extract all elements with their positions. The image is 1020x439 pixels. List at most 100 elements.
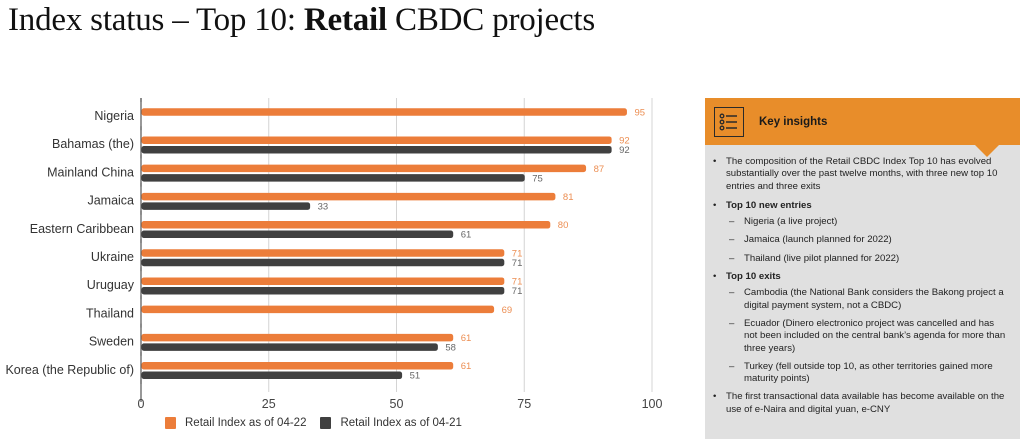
new-entry-item: – Nigeria (a live project): [726, 216, 1008, 228]
value-label-2021: 92: [619, 145, 630, 156]
category-label: Bahamas (the): [52, 137, 134, 151]
bar-2021[interactable]: [141, 343, 438, 351]
bar-2022[interactable]: [141, 221, 551, 229]
value-label-2021: 51: [410, 371, 421, 382]
chart-legend: Retail Index as of 04-22 Retail Index as…: [165, 417, 476, 429]
x-tick-label: 0: [138, 397, 145, 411]
dash-icon: –: [729, 252, 735, 264]
value-label-2022: 71: [512, 248, 523, 259]
legend-item-2021[interactable]: Retail Index as of 04-21: [320, 417, 462, 429]
insight-intro: • The composition of the Retail CBDC Ind…: [713, 156, 1008, 193]
value-label-2021: 61: [461, 230, 472, 241]
value-label-2022: 71: [512, 277, 523, 288]
dash-icon: –: [729, 216, 735, 228]
value-label-2022: 87: [594, 164, 605, 175]
legend-swatch-2021: [320, 417, 332, 429]
new-entry-item: – Thailand (live pilot planned for 2022): [726, 253, 1008, 265]
bar-chart: 0 25 50 75 100 Nigeria Bahamas (the) Mainland C…: [5, 98, 662, 411]
x-tick-label: 100: [642, 397, 663, 411]
exits-heading: • Top 10 exits: [713, 271, 1008, 283]
value-label-2022: 69: [502, 305, 513, 316]
value-label-2022: 95: [634, 107, 645, 118]
value-label-2022: 61: [461, 333, 472, 344]
new-entries-heading: • Top 10 new entries: [713, 200, 1008, 212]
value-label-2021: 71: [512, 258, 523, 269]
insight-closing: • The first transactional data available…: [713, 391, 1008, 416]
category-label: Jamaica: [87, 194, 134, 208]
bar-2022[interactable]: [141, 249, 505, 257]
dash-icon: –: [729, 234, 735, 246]
label-layer: 0 25 50 75 100 Nigeria Bahamas (the) Mainland C…: [5, 107, 662, 411]
value-label-2022: 80: [558, 220, 569, 231]
category-label: Ukraine: [91, 250, 134, 264]
bar-2021[interactable]: [141, 371, 403, 380]
legend-item-2022[interactable]: Retail Index as of 04-22: [165, 417, 306, 429]
x-tick-label: 75: [517, 397, 531, 411]
bar-2022[interactable]: [141, 136, 612, 144]
key-insights-title: Key insights: [759, 115, 828, 128]
bar-2021[interactable]: [141, 174, 525, 182]
new-entry-text: Nigeria (a live project): [744, 216, 838, 228]
legend-label-2021: Retail Index as of 04-21: [340, 417, 462, 429]
exits-heading-text: Top 10 exits: [726, 271, 781, 283]
bar-2021[interactable]: [141, 258, 505, 267]
new-entry-item: – Jamaica (launch planned for 2022): [726, 234, 1008, 246]
bar-2022[interactable]: [141, 108, 627, 116]
key-insights-header: Key insights: [705, 98, 1020, 157]
title-bold: Retail: [303, 2, 387, 38]
bar-2022[interactable]: [141, 333, 454, 342]
dash-icon: –: [729, 287, 735, 299]
bullet-icon: •: [713, 156, 717, 167]
dash-icon: –: [729, 317, 735, 329]
bar-2022[interactable]: [141, 164, 587, 173]
page-title: Index status – Top 10: Retail CBDC proje…: [8, 2, 595, 39]
bar-2021[interactable]: [141, 145, 612, 154]
value-label-2021: 58: [445, 343, 456, 354]
exit-item: – Turkey (fell outside top 10, as other …: [726, 361, 1008, 386]
title-suffix: CBDC projects: [387, 2, 596, 38]
key-insights-panel: Key insights • The composition of the Re…: [705, 98, 1020, 439]
new-entry-text: Jamaica (launch planned for 2022): [744, 234, 892, 246]
value-label-2022: 81: [563, 192, 574, 203]
bar-2022[interactable]: [141, 305, 495, 314]
new-entry-text: Thailand (live pilot planned for 2022): [744, 252, 900, 264]
category-label: Eastern Caribbean: [30, 222, 134, 236]
new-entries-heading-text: Top 10 new entries: [726, 199, 812, 211]
category-label: Nigeria: [94, 109, 134, 123]
exit-item: – Cambodia (the National Bank considers …: [726, 287, 1008, 312]
x-tick-label: 25: [262, 397, 276, 411]
dash-icon: –: [729, 360, 735, 372]
value-label-2021: 71: [512, 286, 523, 297]
insight-intro-text: The composition of the Retail CBDC Index…: [726, 156, 998, 192]
bar-2021[interactable]: [141, 286, 505, 295]
exit-item: – Ecuador (Dinero electronico project wa…: [726, 318, 1008, 355]
bar-2021[interactable]: [141, 202, 311, 210]
bullet-icon: •: [713, 391, 717, 403]
category-label: Mainland China: [47, 165, 134, 179]
category-label: Thailand: [86, 306, 134, 320]
category-label: Uruguay: [87, 278, 135, 292]
value-label-2022: 61: [461, 361, 472, 372]
bar-2021[interactable]: [141, 230, 454, 239]
bullet-icon: •: [713, 199, 717, 211]
legend-label-2022: Retail Index as of 04-22: [185, 417, 307, 429]
exit-text: Ecuador (Dinero electronico project was …: [744, 317, 1006, 354]
bar-2022[interactable]: [141, 277, 505, 285]
value-label-2021: 33: [318, 202, 329, 213]
insight-closing-text: The first transactional data available h…: [726, 391, 1005, 415]
bullet-icon: •: [713, 271, 717, 283]
bar-2022[interactable]: [141, 192, 556, 201]
bar-layer: [141, 108, 627, 380]
x-tick-label: 50: [390, 397, 404, 411]
category-label: Sweden: [89, 335, 134, 349]
legend-swatch-2022: [165, 417, 176, 429]
category-label: Korea (the Republic of): [5, 363, 134, 377]
list-icon: [714, 106, 744, 137]
exit-text: Turkey (fell outside top 10, as other te…: [744, 360, 993, 385]
key-insights-body: • The composition of the Retail CBDC Ind…: [705, 145, 1020, 416]
title-prefix: Index status – Top 10:: [8, 2, 304, 38]
exit-text: Cambodia (the National Bank considers th…: [744, 287, 1004, 311]
value-label-2022: 92: [619, 136, 630, 147]
value-label-2021: 75: [532, 173, 543, 184]
bar-2022[interactable]: [141, 362, 454, 370]
